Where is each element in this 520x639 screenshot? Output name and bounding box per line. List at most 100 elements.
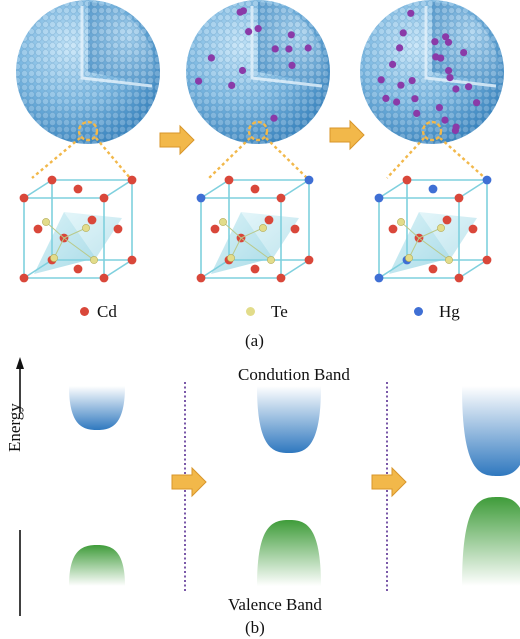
hg-atom: [428, 184, 438, 194]
hg-atom: [254, 25, 262, 33]
nanocrystal-sphere-3: [360, 0, 504, 144]
bond: [63, 227, 87, 239]
te-atom: [90, 256, 98, 264]
zoom-circle: [77, 120, 99, 142]
bond: [240, 227, 264, 239]
te-atom: [445, 256, 453, 264]
cube-edge: [280, 179, 310, 199]
bond: [240, 237, 272, 261]
hg-atom: [374, 273, 384, 283]
conduction-band-3: [462, 386, 520, 476]
cd-atom: [196, 273, 206, 283]
hg-atom: [238, 66, 247, 75]
hg-atom: [465, 83, 473, 91]
cd-atom: [276, 273, 286, 283]
zoom-line-left: [386, 137, 425, 179]
legend-te: Te: [246, 303, 288, 320]
hg-atom: [397, 81, 405, 89]
energy-axis-label: Energy: [5, 403, 24, 452]
hg-atom: [446, 74, 454, 82]
hg-atom: [287, 31, 295, 39]
bond: [45, 221, 65, 239]
hg-atom: [245, 28, 253, 36]
caption-a: (a): [245, 331, 264, 350]
hg-atom: [239, 7, 247, 15]
hg-atom: [437, 54, 445, 62]
band-arrow-2-to-3: [371, 466, 407, 498]
conduction-band-2: [257, 386, 321, 453]
cube-edge: [280, 259, 310, 279]
tetrahedron-face: [419, 212, 477, 258]
zoom-circle: [247, 120, 269, 142]
cutaway-edge: [80, 6, 153, 88]
cd-atom: [19, 273, 29, 283]
hg-atom: [452, 85, 460, 93]
hg-atom: [271, 45, 279, 53]
cd-atom: [454, 273, 464, 283]
hg-atom: [482, 175, 492, 185]
unit-cell-2: [196, 137, 314, 283]
zoom-line-right: [95, 137, 131, 179]
arrow-stage-1-to-2: [159, 124, 195, 156]
hg-atom: [374, 193, 384, 203]
sphere-cutaway-texture: [432, 2, 500, 84]
legend-cd-label: Cd: [97, 302, 117, 321]
hg-atom: [407, 9, 415, 17]
cutaway-edge: [250, 6, 323, 88]
te-atom: [219, 218, 227, 226]
zoom-line-left: [208, 137, 251, 179]
cd-atom: [87, 215, 97, 225]
hg-atom: [445, 67, 453, 75]
sphere-cutaway-texture: [258, 2, 326, 84]
bond: [418, 227, 442, 239]
nanocrystal-sphere-2: [186, 0, 330, 144]
valence-band-1: [69, 545, 125, 586]
legend-hg-label: Hg: [439, 302, 460, 321]
cd-atom: [47, 175, 57, 185]
te-atom: [397, 218, 405, 226]
energy-arrowhead: [16, 357, 24, 369]
hg-atom: [442, 33, 450, 41]
cd-atom: [250, 264, 260, 274]
cd-atom: [276, 193, 286, 203]
te-atom: [437, 224, 445, 232]
arrow-stage-2-to-3: [329, 119, 365, 151]
cd-atom: [224, 175, 234, 185]
cube-edge: [103, 179, 133, 199]
cube-edge: [458, 259, 488, 279]
te-atom: [82, 224, 90, 232]
bond: [222, 221, 242, 239]
hg-atom: [413, 109, 421, 117]
band-arrow-1-to-2: [171, 466, 207, 498]
cube-edge: [378, 179, 408, 199]
cd-atom: [127, 255, 137, 265]
caption-b: (b): [245, 618, 265, 637]
cd-atom: [482, 255, 492, 265]
hg-atom: [196, 193, 206, 203]
hg-atom: [393, 98, 401, 106]
hg-atom: [304, 175, 314, 185]
hg-atom: [399, 29, 407, 37]
hg-atom: [285, 45, 293, 53]
legend-hg: Hg: [414, 303, 460, 320]
cd-atom: [402, 175, 412, 185]
hg-atom: [473, 99, 481, 107]
cube-edge: [200, 179, 230, 199]
hg-atom: [377, 76, 385, 84]
hg-atom: [228, 81, 236, 89]
unit-cell-3: [374, 137, 492, 283]
te-dot: [246, 307, 255, 316]
cd-atom: [388, 224, 398, 234]
cd-atom: [290, 224, 300, 234]
bond: [418, 237, 450, 261]
conduction-band-1: [69, 386, 125, 430]
cd-atom: [99, 273, 109, 283]
bond: [400, 221, 420, 239]
cd-atom: [127, 175, 137, 185]
valence-band-label: Valence Band: [228, 595, 322, 614]
te-atom: [259, 224, 267, 232]
cd-atom: [428, 264, 438, 274]
cd-atom: [442, 215, 452, 225]
cd-atom: [210, 224, 220, 234]
tetrahedron-face: [241, 212, 299, 258]
